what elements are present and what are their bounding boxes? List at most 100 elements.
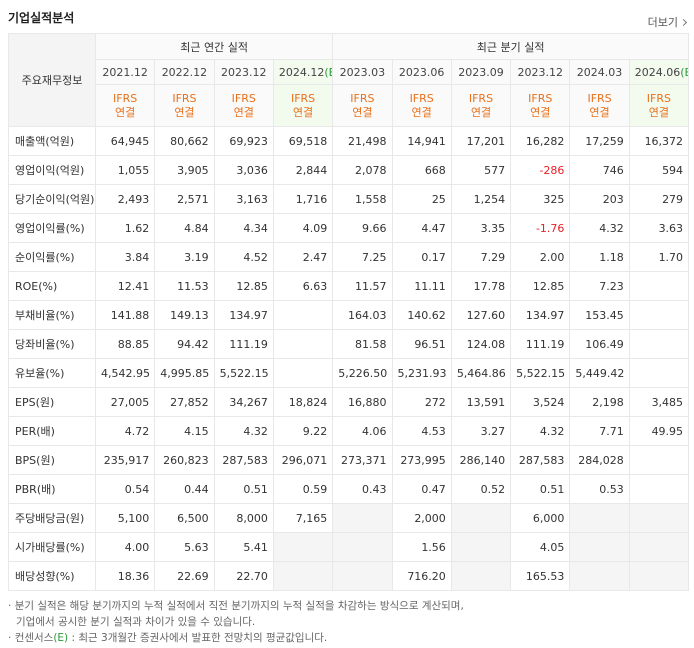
value-cell: 260,823 [154, 445, 215, 475]
value-cell: 3.27 [450, 416, 512, 446]
value-cell: 5,100 [94, 503, 156, 533]
data-row: 순이익률(%) 3.84 3.19 4.52 2.47 7.25 0.17 7.29 2.00 1… [8, 242, 690, 272]
value-cell: 668 [391, 155, 452, 185]
data-row: ROE(%) 12.41 11.53 12.85 6.63 11.57 11.11 17.78… [8, 271, 690, 301]
value-cell: 7.23 [569, 271, 630, 301]
value-cell: 1,716 [272, 184, 334, 214]
value-cell: 5,231.93 [391, 358, 452, 388]
value-cell: 3,524 [510, 387, 571, 417]
empty-cell [628, 474, 690, 504]
row-label: 유보율(%) [8, 358, 96, 388]
period: 2024.03 [576, 65, 623, 79]
data-row: 부채비율(%) 141.88 149.13 134.97 164.03 140.62 127… [8, 300, 690, 330]
value-cell: 4.72 [94, 416, 156, 446]
value-cell: 96.51 [391, 329, 452, 359]
note-mark: (E) [53, 632, 69, 644]
basis-header: IFRS 연결 [510, 84, 571, 127]
empty-cell [569, 532, 630, 562]
basis: IFRS [290, 91, 316, 105]
value-cell: 0.43 [332, 474, 393, 504]
value-cell: 1.56 [391, 532, 452, 562]
value-cell: 27,005 [94, 387, 156, 417]
value-cell: 0.51 [213, 474, 274, 504]
value-cell: 2,078 [332, 155, 393, 185]
empty-cell [272, 358, 334, 388]
value-cell: 5,464.86 [450, 358, 512, 388]
value-cell: 286,140 [450, 445, 512, 475]
basis-row: IFRS 연결 IFRS 연결 IFRS 연결 IFRS 연결 IFRS 연결 IFRS 연결 IFRS… [9, 84, 690, 127]
value-cell: 2,493 [94, 184, 156, 214]
empty-cell [450, 532, 512, 562]
data-row: 주당배당금(원) 5,100 6,500 8,000 7,165 2,000 6,000 [8, 503, 690, 533]
value-cell: 1.62 [94, 213, 156, 243]
data-row: PBR(배) 0.54 0.44 0.51 0.59 0.43 0.47 0.52 0.51 0.… [8, 474, 690, 504]
empty-cell [628, 503, 690, 533]
value-cell: 149.13 [154, 300, 215, 330]
value-cell: 2,844 [272, 155, 334, 185]
value-cell: 140.62 [391, 300, 452, 330]
notes: · 분기 실적은 해당 분기까지의 누적 실적에서 직전 분기까지의 누적 실적… [8, 598, 464, 646]
period-header: 2024.03 [569, 59, 630, 85]
value-cell: 11.53 [154, 271, 215, 301]
value-cell: 2,000 [391, 503, 452, 533]
value-cell: 64,945 [94, 126, 156, 156]
estimate-mark: (E) [324, 65, 331, 79]
value-cell: 716.20 [391, 561, 452, 591]
value-cell: 4.32 [569, 213, 630, 243]
scope: 연결 [115, 105, 136, 119]
note: · 컨센서스(E) : 최근 3개월간 증권사에서 발표한 전망치의 평균값입니… [8, 632, 328, 644]
empty-cell [628, 358, 690, 388]
value-cell: 203 [569, 184, 630, 214]
value-cell: 6.63 [272, 271, 334, 301]
value-cell: 94.42 [154, 329, 215, 359]
period: 2023.03 [339, 65, 386, 79]
basis-header: IFRS 연결 [628, 84, 690, 127]
value-cell: 4.52 [213, 242, 274, 272]
value-cell: 18.36 [94, 561, 156, 591]
estimate-mark: (E) [680, 65, 687, 79]
empty-cell [272, 532, 334, 562]
basis-header: IFRS 연결 [450, 84, 512, 127]
value-cell: 5,226.50 [332, 358, 393, 388]
value-cell: 0.51 [510, 474, 571, 504]
value-cell: 5.41 [213, 532, 274, 562]
empty-cell [569, 503, 630, 533]
basis-header: IFRS 연결 [391, 84, 452, 127]
period: 2023.06 [398, 65, 445, 79]
value-cell: 49.95 [628, 416, 690, 446]
value-cell: 296,071 [272, 445, 334, 475]
more-link[interactable]: 더보기 [648, 14, 686, 30]
basis: IFRS [113, 91, 138, 105]
empty-cell [628, 271, 690, 301]
value-cell: 4.00 [94, 532, 156, 562]
period-header: 2023.03 [332, 59, 393, 85]
header-row: 주요재무정보 최근 연간 실적 최근 분기 실적 [8, 33, 690, 127]
value-cell: 3.35 [450, 213, 512, 243]
value-cell: 16,880 [332, 387, 393, 417]
value-cell: 141.88 [94, 300, 156, 330]
value-cell: 279 [628, 184, 690, 214]
value-cell: 4.15 [154, 416, 215, 446]
scope: 연결 [589, 105, 610, 119]
value-cell: 4,542.95 [94, 358, 156, 388]
value-cell: 69,923 [213, 126, 274, 156]
value-cell: 1,558 [332, 184, 393, 214]
period: 2024.06 [634, 65, 681, 79]
scope: 연결 [233, 105, 254, 119]
row-label: 주당배당금(원) [8, 503, 96, 533]
group-header: 최근 분기 실적 [332, 33, 690, 60]
value-cell: 12.85 [213, 271, 274, 301]
data-row: 영업이익(억원) 1,055 3,905 3,036 2,844 2,078 668 577-… [8, 155, 690, 185]
value-cell: 12.41 [94, 271, 156, 301]
empty-cell [272, 561, 334, 591]
row-label: 부채비율(%) [8, 300, 96, 330]
value-cell: 284,028 [569, 445, 630, 475]
basis-header: IFRS 연결 [154, 84, 215, 127]
value-cell: 17,259 [569, 126, 630, 156]
value-cell: 4.09 [272, 213, 334, 243]
basis: IFRS [172, 91, 197, 105]
value-cell: 134.97 [213, 300, 274, 330]
value-cell: 16,372 [628, 126, 690, 156]
value-cell: 0.54 [94, 474, 156, 504]
